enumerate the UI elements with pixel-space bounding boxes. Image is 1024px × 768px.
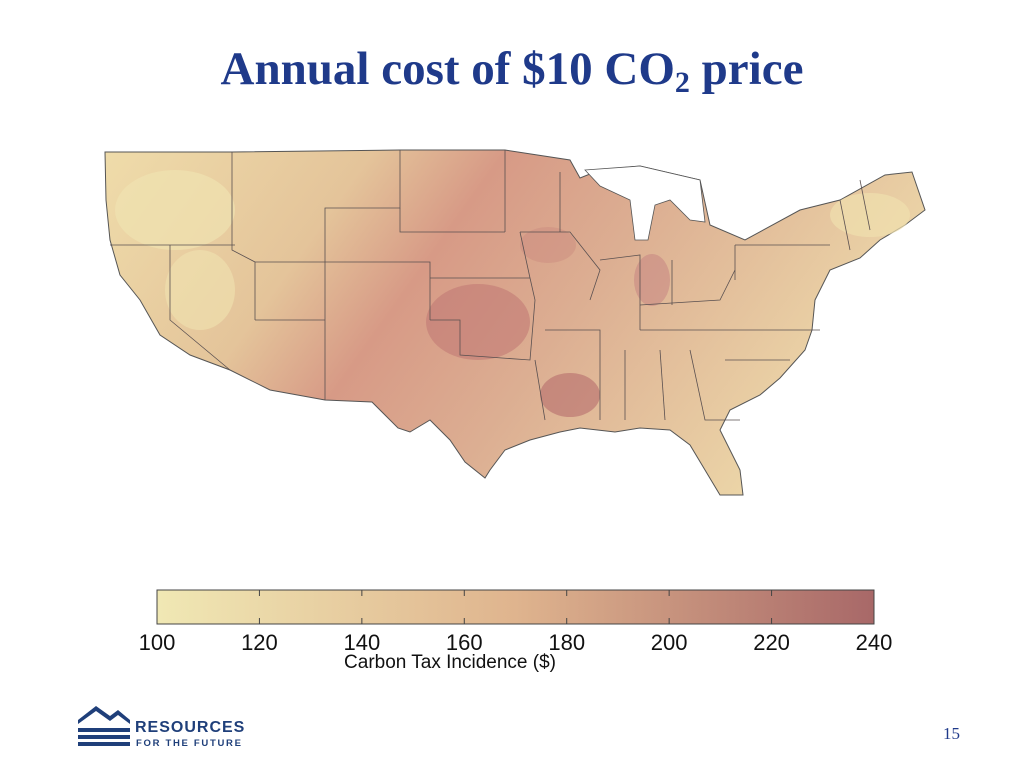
hotspot-iowa (520, 227, 576, 263)
colorbar-tick-label: 220 (753, 630, 790, 655)
hotspot-louisiana (540, 373, 600, 417)
colorbar-tick-label: 240 (855, 630, 893, 655)
state-borders (110, 150, 871, 421)
colorbar-tick-label: 140 (343, 630, 381, 655)
logo-title: RESOURCES (135, 719, 246, 736)
colorbar-label: Carbon Tax Incidence ($) (344, 652, 556, 673)
title-tail: price (689, 43, 804, 95)
colorbar-gradient (156, 589, 875, 625)
colorbar-tick-label: 160 (445, 630, 483, 655)
colorbar-tick-label: 120 (241, 630, 278, 655)
cool-new-england (830, 193, 910, 237)
rff-logo-icon (78, 706, 130, 746)
cool-nevada (165, 250, 235, 330)
colorbar-tick-label: 200 (650, 630, 688, 655)
slide-title: Annual cost of $10 CO2 price (0, 42, 1024, 100)
colorbar-tick-label: 180 (548, 630, 586, 655)
colorbar-tick-label: 100 (138, 630, 176, 655)
hotspot-indiana (634, 254, 670, 306)
title-main: Annual cost of $10 CO (220, 43, 675, 95)
great-lakes (584, 165, 706, 241)
cool-northwest (115, 170, 235, 250)
title-subscript: 2 (674, 66, 690, 99)
colorbar-ticks (258, 590, 773, 624)
hotspot-oklahoma-kansas (426, 284, 530, 360)
us-choropleth-map (104, 149, 926, 496)
page-number: 15 (943, 724, 960, 743)
logo-tagline: FOR THE FUTURE (136, 738, 243, 749)
